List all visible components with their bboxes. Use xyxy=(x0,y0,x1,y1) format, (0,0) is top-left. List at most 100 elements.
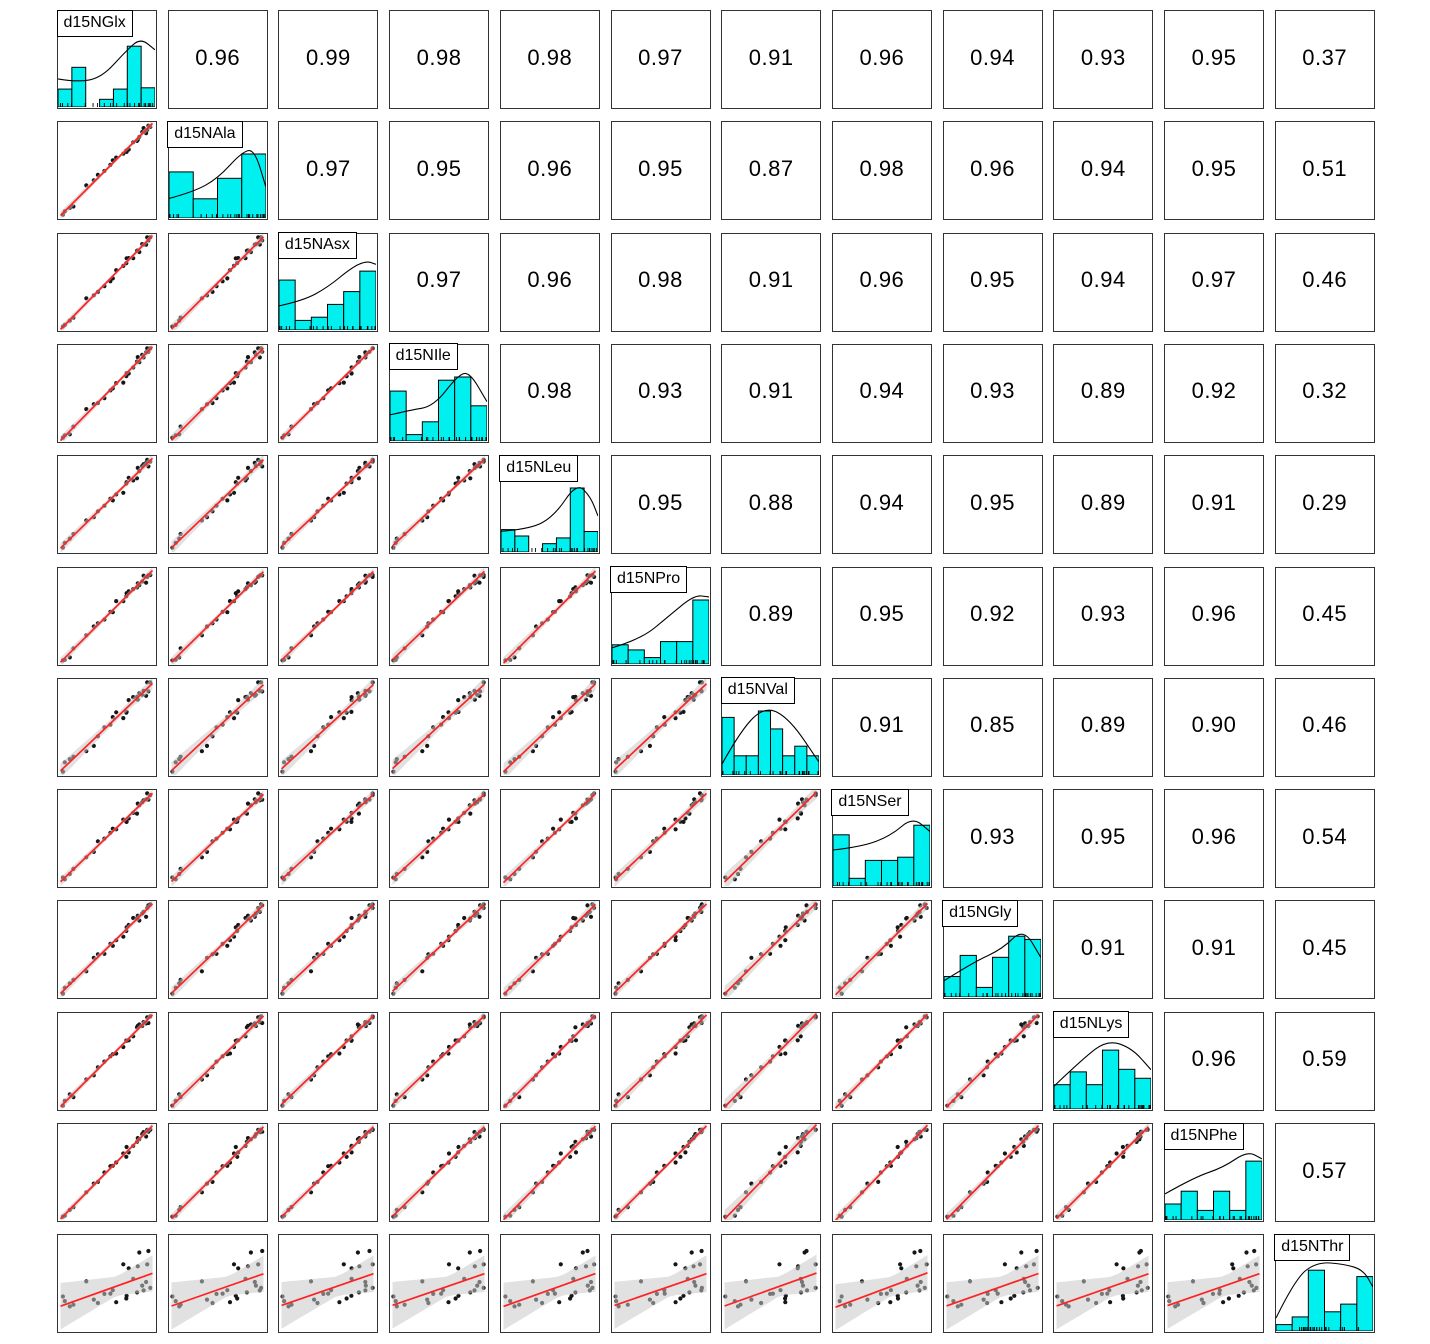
histogram-plot xyxy=(168,150,266,219)
data-point xyxy=(134,811,140,816)
data-point xyxy=(558,1151,563,1156)
data-point xyxy=(1018,1250,1023,1255)
data-point xyxy=(699,1249,704,1254)
data-point xyxy=(556,1300,562,1305)
panel-correlation-1-6: 0.87 xyxy=(721,121,822,221)
correlation-value: 0.92 xyxy=(970,601,1015,626)
correlation-value: 0.91 xyxy=(1191,489,1237,515)
scatter-plot xyxy=(613,1124,707,1220)
data-point xyxy=(456,697,461,702)
panel-scatter-11-9 xyxy=(1053,1234,1154,1334)
panel-scatter-10-3 xyxy=(389,1123,490,1222)
scatter-plot xyxy=(944,1124,1040,1220)
correlation-value: 0.89 xyxy=(1080,712,1126,738)
panel-correlation-7-10: 0.96 xyxy=(1164,789,1264,889)
histogram-bar xyxy=(541,543,557,553)
histogram-bar xyxy=(58,88,73,107)
panel-correlation-10-11: 0.57 xyxy=(1274,1123,1375,1222)
panel-correlation-8-11: 0.45 xyxy=(1274,900,1375,1000)
histogram-plot xyxy=(722,709,820,775)
data-point xyxy=(1114,1262,1119,1267)
panel-correlation-6-7: 0.91 xyxy=(831,677,932,777)
correlation-value: 0.89 xyxy=(748,601,794,626)
panel-correlation-2-10: 0.97 xyxy=(1164,232,1264,332)
correlation-value: 0.94 xyxy=(1080,155,1126,181)
regression-line xyxy=(1056,1273,1150,1307)
density-curve xyxy=(500,487,598,532)
regression-line xyxy=(945,1272,1039,1307)
data-point xyxy=(682,1150,687,1155)
correlation-value: 0.93 xyxy=(970,823,1015,849)
panel-correlation-1-4: 0.96 xyxy=(499,121,600,221)
regression-line xyxy=(724,1012,818,1108)
data-point xyxy=(689,1250,694,1255)
histogram-plot xyxy=(943,934,1041,998)
regression-line xyxy=(281,458,375,548)
panel-correlation-1-9: 0.94 xyxy=(1053,121,1154,221)
panel-correlation-7-8: 0.93 xyxy=(942,789,1043,889)
histogram-bar xyxy=(782,755,796,775)
data-point xyxy=(1236,1293,1241,1299)
regression-line xyxy=(613,682,707,771)
correlation-value: 0.96 xyxy=(859,267,905,293)
histogram-bar xyxy=(216,178,242,219)
data-point xyxy=(783,1051,788,1056)
regression-line xyxy=(392,458,486,547)
correlation-value: 0.45 xyxy=(1302,601,1348,626)
histogram-bar xyxy=(806,755,820,775)
panel-scatter-7-3 xyxy=(389,789,490,889)
confidence-band xyxy=(1056,1255,1149,1330)
histogram-bar xyxy=(112,88,128,107)
correlation-value: 0.91 xyxy=(748,44,794,70)
correlation-value: 0.29 xyxy=(1302,489,1348,515)
scatter-plot xyxy=(613,678,707,775)
data-point xyxy=(672,1262,678,1267)
data-point xyxy=(1002,1151,1007,1156)
regression-line xyxy=(281,904,375,993)
scatter-plot xyxy=(280,1012,376,1109)
panel-scatter-3-2 xyxy=(278,343,379,443)
data-point xyxy=(804,1249,809,1254)
panel-scatter-6-0 xyxy=(57,677,157,777)
variable-label: d15NVal xyxy=(720,677,795,705)
data-point xyxy=(121,715,126,720)
histogram-bar xyxy=(454,376,472,441)
data-point xyxy=(673,938,678,943)
histogram-bar xyxy=(1356,1276,1373,1332)
data-point xyxy=(121,1262,126,1267)
scatter-plot xyxy=(613,1012,707,1109)
regression-line xyxy=(502,793,596,884)
scatter-plot xyxy=(391,790,486,886)
panel-scatter-11-2 xyxy=(278,1234,379,1334)
panel-scatter-6-1 xyxy=(167,677,268,777)
panel-scatter-11-7 xyxy=(831,1234,932,1334)
scatter-plot xyxy=(169,456,264,553)
correlation-value: 0.96 xyxy=(527,155,573,181)
panel-correlation-6-9: 0.89 xyxy=(1053,677,1154,777)
scatter-plot xyxy=(59,344,154,441)
panel-scatter-2-1 xyxy=(167,232,268,332)
scatter-plot xyxy=(613,901,707,998)
regression-line xyxy=(724,791,818,883)
correlation-value: 0.94 xyxy=(1080,267,1126,293)
panel-scatter-6-4 xyxy=(499,677,600,777)
regression-line xyxy=(834,903,928,996)
data-point xyxy=(556,709,562,715)
panel-diagonal-d15nser: d15NSer xyxy=(831,788,932,889)
data-point xyxy=(888,1300,893,1305)
correlation-value: 0.57 xyxy=(1302,1157,1348,1183)
scatter-plot xyxy=(59,1012,154,1109)
panel-scatter-3-1 xyxy=(167,343,268,443)
regression-line xyxy=(392,1273,485,1307)
scatter-plot xyxy=(169,678,264,775)
regression-line xyxy=(613,1014,707,1106)
confidence-band xyxy=(60,1255,153,1330)
regression-line xyxy=(392,1125,486,1218)
data-point xyxy=(235,697,240,702)
regression-line xyxy=(392,793,486,881)
panel-scatter-9-7 xyxy=(831,1011,932,1111)
correlation-value: 0.95 xyxy=(638,155,683,181)
histogram-bar xyxy=(514,535,530,553)
density-curve xyxy=(279,261,377,307)
data-point xyxy=(1121,1154,1126,1159)
